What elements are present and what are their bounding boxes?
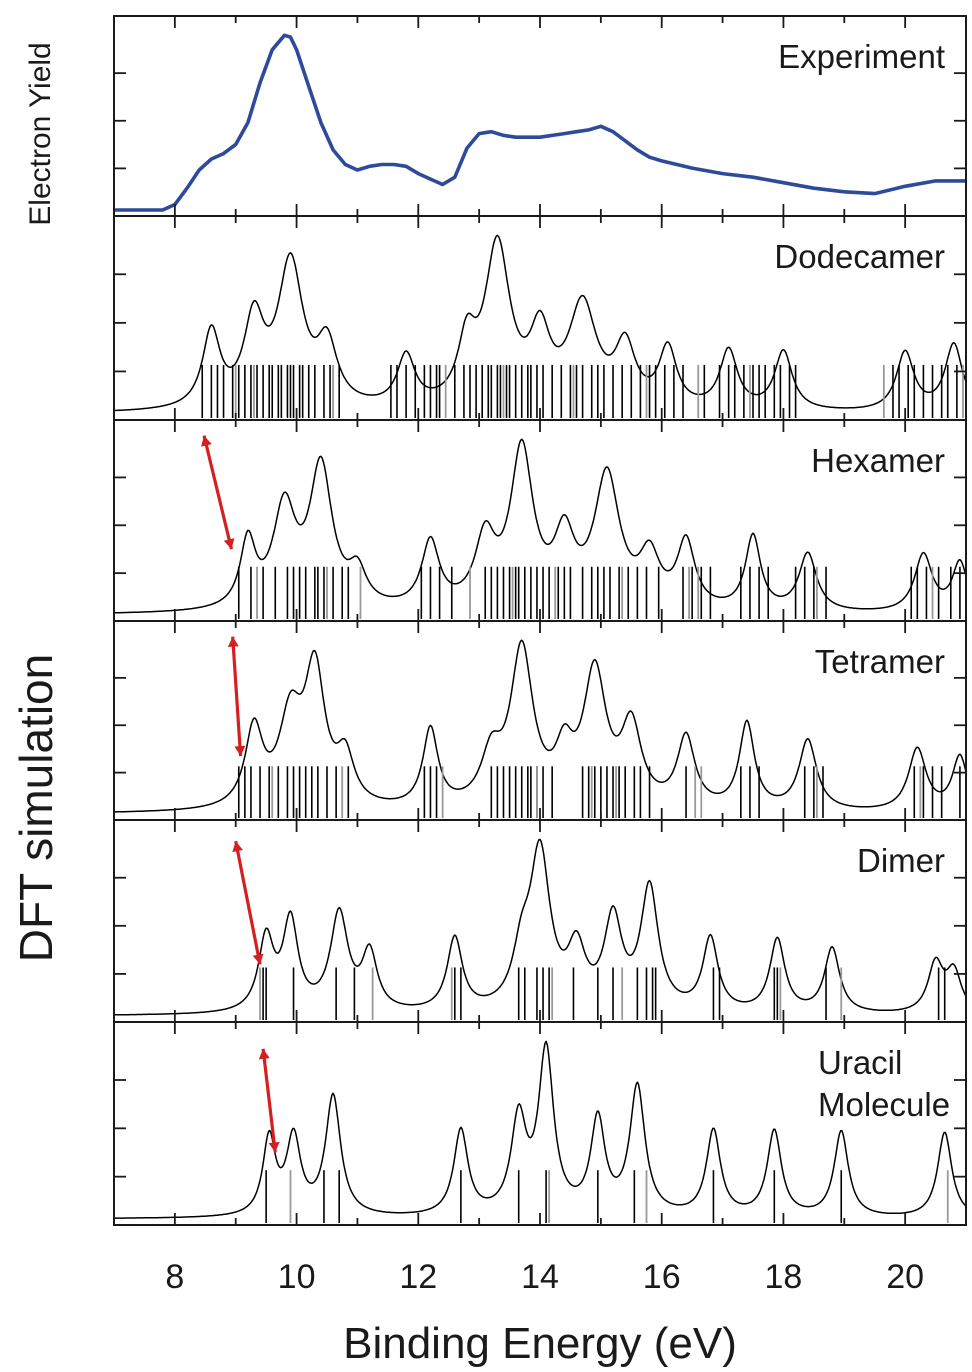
panel-label-line: Tetramer xyxy=(815,643,945,680)
red-arrow-head xyxy=(232,841,244,853)
panel-label-tetramer: Tetramer xyxy=(815,643,945,680)
curves-layer xyxy=(114,33,966,1219)
x-tick-label: 18 xyxy=(765,1258,803,1296)
panel-labels: Experiment Dodecamer Hexamer Tetramer Dimer U… xyxy=(774,38,950,1123)
x-tick-label: 8 xyxy=(165,1258,184,1296)
x-tick-labels: 8 10 12 14 16 18 20 xyxy=(165,1258,924,1296)
frame-dimer xyxy=(113,819,967,1023)
panel-label-line: Uracil xyxy=(818,1044,902,1081)
red-arrow-hexamer xyxy=(202,435,234,550)
red-arrow-head xyxy=(223,538,235,550)
panel-label-line: Dimer xyxy=(857,842,945,879)
curve-dodecamer xyxy=(114,234,966,412)
x-tick-label: 10 xyxy=(278,1258,316,1296)
panel-label-line: Experiment xyxy=(778,38,945,75)
red-arrow-tetramer xyxy=(231,636,243,757)
red-arrow-uracil-molecule xyxy=(261,1048,277,1153)
red-arrow-head xyxy=(258,1048,270,1060)
panel-label-uracil-molecule: Uracil Molecule xyxy=(818,1044,950,1123)
panel-label-line: Hexamer xyxy=(811,442,945,479)
sticks-layer xyxy=(201,364,964,1223)
curve-experiment xyxy=(114,33,966,212)
panel-label-hexamer: Hexamer xyxy=(811,442,945,479)
curve-tetramer xyxy=(114,639,966,813)
panel-label-line: Dodecamer xyxy=(774,238,945,275)
x-tick-label: 20 xyxy=(886,1258,924,1296)
tick-marks xyxy=(114,16,966,1225)
arrows-layer xyxy=(201,435,280,1153)
red-arrow-dimer xyxy=(234,840,262,965)
panel-label-dodecamer: Dodecamer xyxy=(774,238,945,275)
curve-hexamer xyxy=(114,438,966,614)
red-arrow-head xyxy=(268,1141,280,1153)
panel-label-line: Molecule xyxy=(818,1086,950,1123)
red-arrow-head xyxy=(252,953,264,965)
panel-label-dimer: Dimer xyxy=(857,842,945,879)
x-tick-label: 14 xyxy=(521,1258,559,1296)
x-tick-label: 12 xyxy=(399,1258,437,1296)
curve-uracil-molecule xyxy=(114,1040,966,1219)
x-axis-title: Binding Energy (eV) xyxy=(343,1319,737,1368)
curve-dimer xyxy=(114,838,966,1016)
y-axis-title-side: DFT simulation xyxy=(10,654,62,962)
x-tick-label: 16 xyxy=(643,1258,681,1296)
red-arrow-head xyxy=(201,435,212,447)
panel-label-experiment: Experiment xyxy=(778,38,945,75)
y-axis-title-top: Electron Yield xyxy=(24,42,57,225)
red-arrow-head xyxy=(234,745,246,757)
red-arrow-head xyxy=(227,636,239,647)
